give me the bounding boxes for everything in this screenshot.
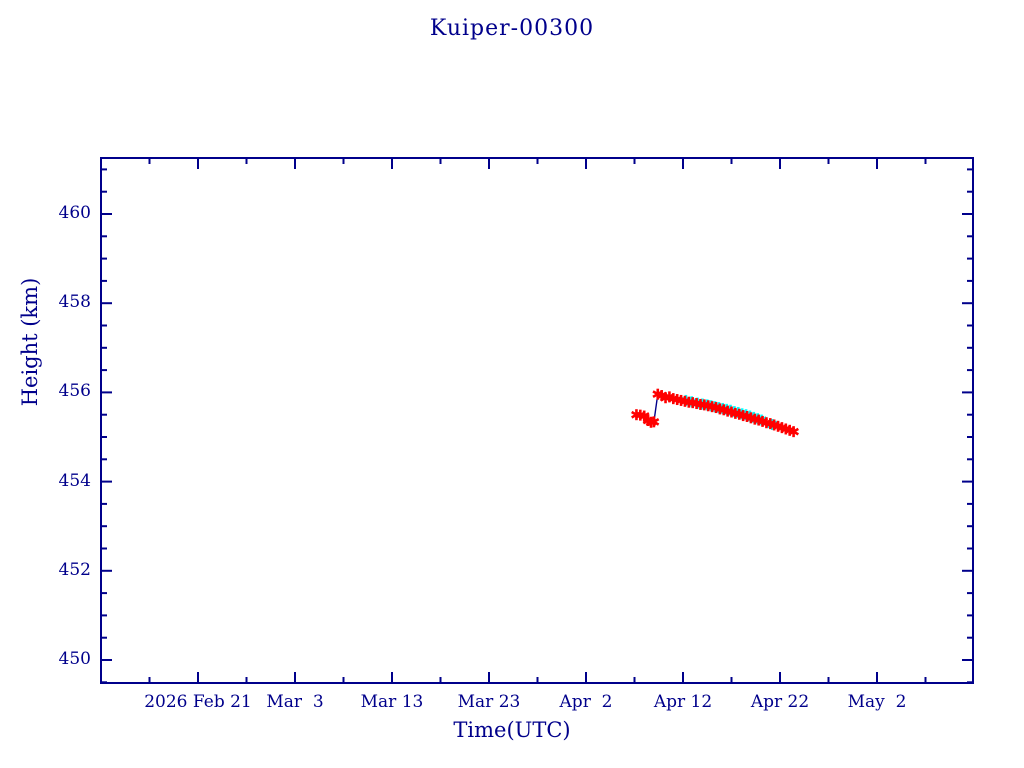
axis-ticks xyxy=(100,158,973,684)
y-tick-label: 456 xyxy=(58,381,91,402)
x-tick-label: Mar 13 xyxy=(360,692,424,712)
x-tick-label: Mar 3 xyxy=(266,692,324,712)
series-markers-red xyxy=(631,388,799,438)
y-tick-label: 458 xyxy=(58,292,91,313)
x-tick-label: Mar 23 xyxy=(457,692,521,712)
x-tick-label: Apr 12 xyxy=(653,692,713,712)
x-tick-label: 2026 Feb 21 xyxy=(144,692,252,712)
axes-frame xyxy=(100,157,974,684)
x-tick-label: Apr 2 xyxy=(559,692,613,712)
y-tick-label: 450 xyxy=(58,649,91,669)
page-title: Kuiper-00300 xyxy=(429,16,595,41)
y-tick-label: 454 xyxy=(58,470,91,491)
y-tick-label: 460 xyxy=(58,203,91,223)
x-tick-label: Apr 22 xyxy=(750,692,810,712)
y-tick-label: 452 xyxy=(58,559,91,580)
x-tick-label: May 2 xyxy=(847,692,907,712)
x-axis-title: Time(UTC) xyxy=(453,718,571,742)
